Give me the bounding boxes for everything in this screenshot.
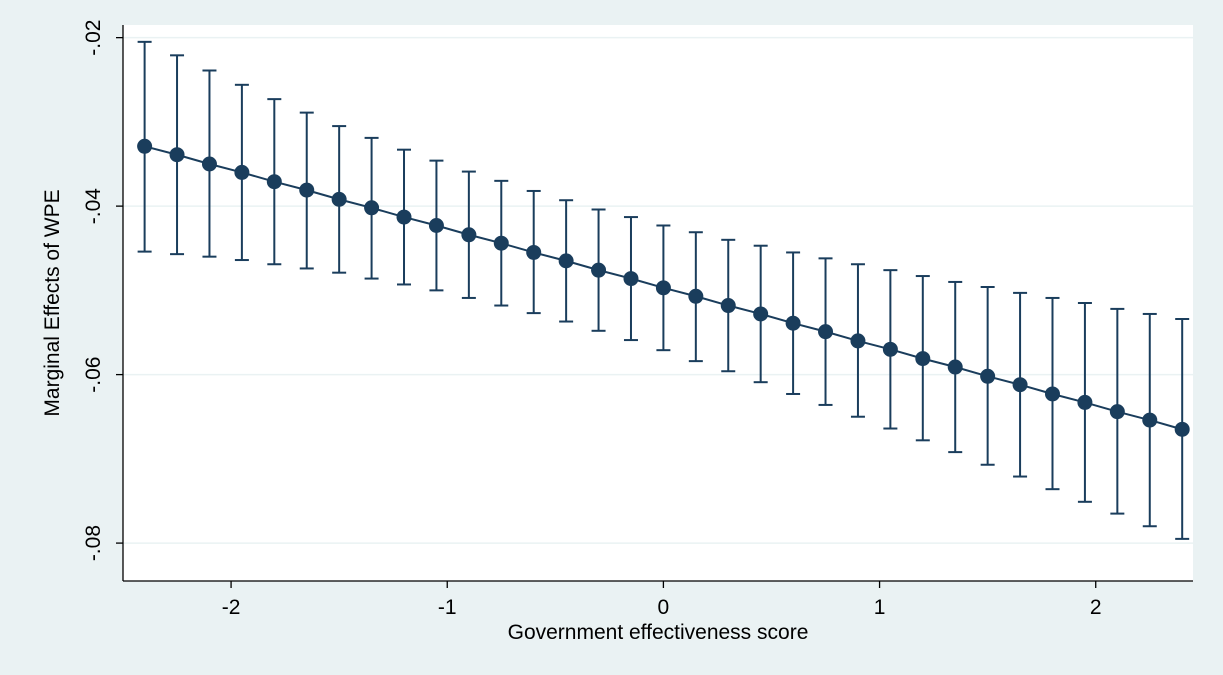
data-point (720, 298, 736, 314)
data-point (850, 333, 866, 349)
data-point (201, 156, 217, 172)
data-point (428, 217, 444, 233)
data-point (234, 164, 250, 180)
data-point (266, 174, 282, 190)
data-point (1174, 421, 1190, 437)
data-point (526, 244, 542, 260)
x-tick-label: -1 (438, 596, 457, 619)
data-point (980, 368, 996, 384)
data-point (558, 253, 574, 269)
y-gridlines (123, 36, 1193, 544)
data-point (753, 306, 769, 322)
y-axis-ticks: -.02 -.04 -.06 -.08 (82, 20, 123, 561)
plot-area (123, 25, 1193, 581)
data-point (1142, 412, 1158, 428)
data-point (655, 280, 671, 296)
data-point (299, 182, 315, 198)
data-point (591, 262, 607, 278)
y-tick-label: -.06 (82, 357, 105, 393)
x-tick-label: 1 (874, 596, 886, 619)
data-point (947, 359, 963, 375)
data-point (688, 288, 704, 304)
data-point (137, 138, 153, 154)
x-tick-label: 0 (658, 596, 670, 619)
data-point (818, 324, 834, 340)
axes (122, 25, 1193, 582)
y-tick-label: -.08 (82, 525, 105, 561)
y-tick-label: -.04 (82, 188, 105, 225)
data-point (1109, 404, 1125, 420)
data-point (882, 341, 898, 357)
data-point (331, 191, 347, 207)
data-point (169, 147, 185, 163)
data-point (785, 315, 801, 331)
x-tick-label: -2 (222, 596, 241, 619)
data-point (1077, 394, 1093, 410)
data-point (1044, 386, 1060, 402)
x-axis-ticks: -2 -1 0 1 2 (222, 581, 1102, 619)
y-tick-label: -.02 (82, 20, 105, 56)
marginal-effect-points (137, 138, 1190, 437)
data-point (461, 227, 477, 243)
data-point (1012, 377, 1028, 393)
data-point (396, 209, 412, 225)
data-point (623, 271, 639, 287)
y-axis-title: Marginal Effects of WPE (41, 189, 64, 416)
x-tick-label: 2 (1090, 596, 1102, 619)
data-point (915, 351, 931, 367)
data-point (364, 200, 380, 216)
x-axis-title: Government effectiveness score (508, 621, 809, 644)
data-point (493, 235, 509, 251)
